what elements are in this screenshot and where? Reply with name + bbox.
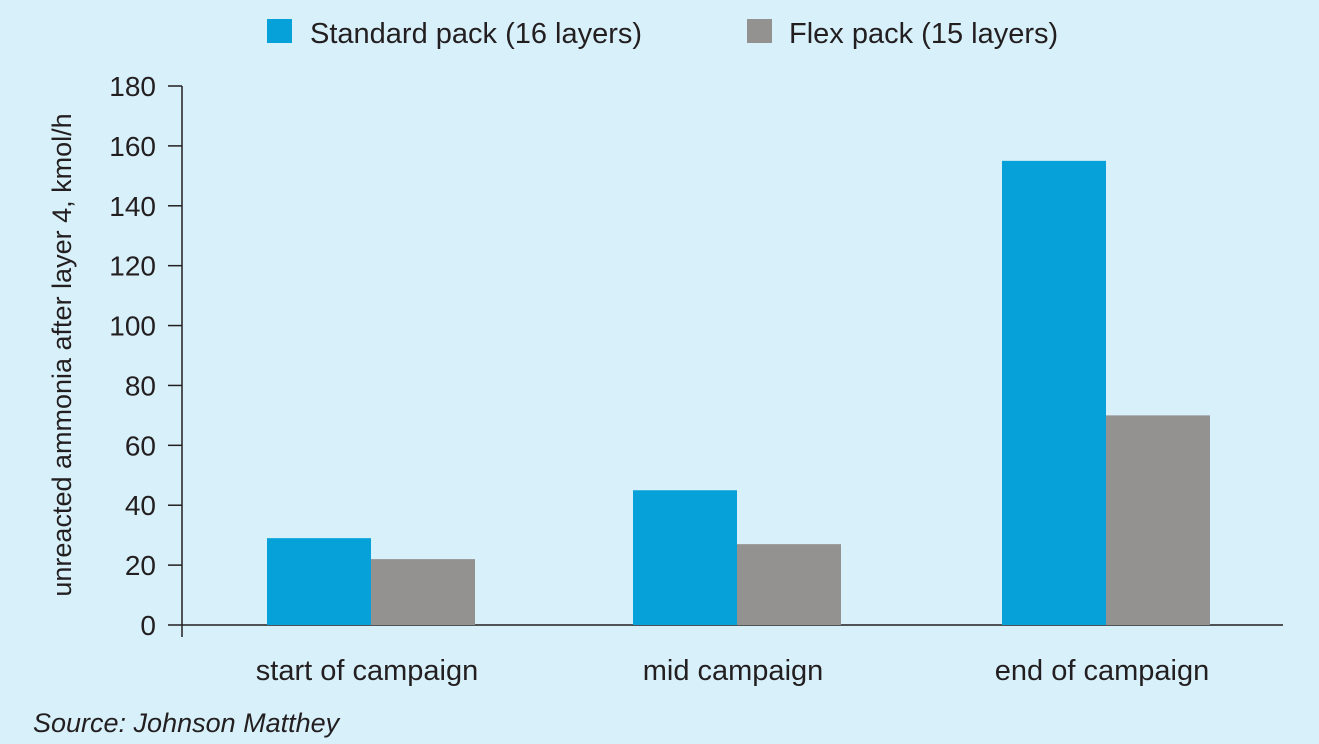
x-category-label: end of campaign (995, 655, 1209, 687)
bar-standard (267, 538, 371, 625)
legend-label: Flex pack (15 layers) (789, 18, 1058, 50)
x-category-label: start of campaign (256, 655, 478, 687)
bar-standard (633, 490, 737, 625)
legend-label: Standard pack (16 layers) (310, 18, 642, 50)
y-tick-label: 180 (109, 71, 156, 102)
y-tick-label: 120 (109, 251, 156, 282)
source-note: Source: Johnson Matthey (33, 708, 340, 738)
bar-flex (1106, 415, 1210, 625)
bar-standard (1002, 160, 1106, 625)
y-axis-title: unreacted ammonia after layer 4, kmol/h (47, 113, 77, 596)
y-tick-label: 40 (125, 490, 156, 521)
bar-flex (737, 544, 841, 625)
x-category-label: mid campaign (643, 655, 824, 687)
bar-flex (371, 559, 475, 625)
y-tick-label: 140 (109, 191, 156, 222)
y-tick-label: 80 (125, 370, 156, 401)
y-tick-label: 160 (109, 131, 156, 162)
y-tick-label: 100 (109, 311, 156, 342)
legend-swatch (747, 19, 772, 43)
y-tick-label: 20 (125, 550, 156, 581)
y-tick-label: 60 (125, 430, 156, 461)
legend-swatch (267, 19, 292, 43)
y-tick-label: 0 (140, 610, 156, 641)
